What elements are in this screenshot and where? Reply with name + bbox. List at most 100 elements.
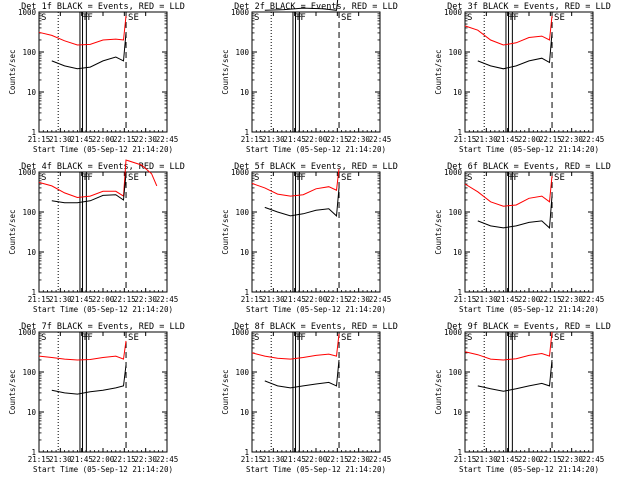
x-axis-label: Start Time (05-Sep-12 21:14:20)	[459, 465, 599, 474]
end-marker-label: SE	[128, 13, 139, 23]
x-tick-label: 22:00	[518, 455, 541, 464]
events-series-line	[264, 0, 339, 11]
x-tick-label: 22:00	[518, 295, 541, 304]
lld-series-line	[38, 340, 127, 361]
x-tick-label: 21:15	[28, 455, 51, 464]
y-tick-label: 100	[235, 368, 249, 377]
x-tick-label: 22:45	[369, 135, 392, 144]
x-tick-label: 22:30	[560, 295, 583, 304]
y-tick-label: 100	[22, 208, 36, 217]
flag-marker-label: F	[513, 333, 518, 343]
y-tick-label: 1	[244, 448, 249, 457]
panel-title: Det 9f BLACK = Events, RED = LLD	[447, 322, 611, 332]
panel-3: Det 3f BLACK = Events, RED = LLD 1 10 100 10…	[434, 2, 611, 154]
x-tick-label: 22:00	[305, 455, 328, 464]
y-tick-label: 10	[240, 248, 250, 257]
panel-7: Det 7f BLACK = Events, RED = LLD 1 10 100 10…	[8, 322, 185, 474]
x-tick-label: 21:45	[496, 135, 519, 144]
y-tick-label: 1	[457, 448, 462, 457]
flag-marker-label: F	[507, 13, 512, 23]
y-axis-label: Counts/sec	[434, 49, 443, 94]
y-axis-label: Counts/sec	[221, 49, 230, 94]
y-tick-label: 10	[453, 248, 463, 257]
x-tick-label: 22:45	[156, 135, 179, 144]
y-tick-label: 100	[22, 48, 36, 57]
x-tick-label: 22:00	[92, 135, 115, 144]
flag-marker-label: F	[294, 333, 299, 343]
flag-marker-label: F	[507, 173, 512, 183]
y-tick-label: 1	[244, 128, 249, 137]
x-tick-label: 21:45	[496, 455, 519, 464]
events-series-line	[477, 196, 553, 229]
x-tick-label: 22:15	[113, 135, 136, 144]
lld-series-line	[251, 333, 340, 360]
y-tick-label: 1	[31, 288, 36, 297]
x-tick-label: 22:00	[92, 455, 115, 464]
panel-1: Det 1f BLACK = Events, RED = LLD 1 10 100 10…	[8, 2, 185, 154]
flag-marker-label: F	[81, 13, 86, 23]
y-tick-label: 10	[240, 88, 250, 97]
flag-marker-label: F	[294, 173, 299, 183]
start-marker-label: S	[467, 13, 472, 23]
flag-marker-label: F	[513, 173, 518, 183]
x-axis-label: Start Time (05-Sep-12 21:14:20)	[246, 465, 386, 474]
x-tick-label: 21:15	[241, 455, 264, 464]
x-tick-label: 21:30	[475, 135, 498, 144]
x-tick-label: 21:15	[454, 295, 477, 304]
events-series-line	[264, 187, 340, 217]
x-axis-label: Start Time (05-Sep-12 21:14:20)	[33, 305, 173, 314]
x-tick-label: 22:30	[347, 455, 370, 464]
flag-marker-label: F	[507, 333, 512, 343]
x-tick-label: 21:30	[49, 135, 72, 144]
y-tick-label: 10	[453, 408, 463, 417]
x-tick-label: 21:45	[283, 135, 306, 144]
flag-marker-label: F	[300, 173, 305, 183]
start-marker-label: S	[41, 333, 46, 343]
y-tick-label: 1	[244, 288, 249, 297]
y-axis-label: Counts/sec	[221, 369, 230, 414]
panel-title: Det 5f BLACK = Events, RED = LLD	[234, 162, 398, 172]
x-tick-label: 22:15	[326, 135, 349, 144]
x-tick-label: 22:00	[518, 135, 541, 144]
x-tick-label: 21:30	[262, 135, 285, 144]
y-axis-label: Counts/sec	[8, 209, 17, 254]
events-series-line	[477, 359, 553, 392]
lld-series-line	[38, 15, 127, 46]
x-axis-label: Start Time (05-Sep-12 21:14:20)	[246, 305, 386, 314]
events-series-line	[51, 364, 127, 395]
y-tick-label: 100	[448, 208, 462, 217]
start-marker-label: S	[254, 13, 259, 23]
panel-title: Det 6f BLACK = Events, RED = LLD	[447, 162, 611, 172]
y-tick-label: 10	[453, 88, 463, 97]
x-tick-label: 21:45	[70, 135, 93, 144]
lld-series-line	[464, 175, 553, 207]
events-series-line	[51, 32, 127, 70]
lld-series-line	[464, 15, 553, 46]
x-tick-label: 21:15	[241, 295, 264, 304]
y-tick-label: 1000	[18, 168, 37, 177]
y-tick-label: 1000	[231, 328, 250, 337]
x-tick-label: 22:30	[560, 135, 583, 144]
x-tick-label: 21:45	[70, 295, 93, 304]
x-tick-label: 22:45	[369, 455, 392, 464]
x-tick-label: 21:30	[262, 295, 285, 304]
x-tick-label: 21:30	[475, 455, 498, 464]
events-series-line	[477, 32, 553, 70]
y-tick-label: 10	[27, 88, 37, 97]
x-axis-label: Start Time (05-Sep-12 21:14:20)	[33, 145, 173, 154]
y-tick-label: 10	[27, 408, 37, 417]
x-tick-label: 22:45	[582, 295, 605, 304]
x-tick-label: 21:45	[283, 455, 306, 464]
end-marker-label: SE	[554, 173, 565, 183]
x-tick-label: 22:15	[539, 295, 562, 304]
panel-2: Det 2f BLACK = Events, RED = LLD 1 10 100 10…	[221, 0, 398, 154]
x-tick-label: 22:00	[92, 295, 115, 304]
panel-title: Det 4f BLACK = Events, RED = LLD	[21, 162, 185, 172]
flag-marker-label: F	[87, 173, 92, 183]
y-tick-label: 100	[235, 48, 249, 57]
end-marker-label: SE	[128, 173, 139, 183]
panel-9: Det 9f BLACK = Events, RED = LLD 1 10 100 10…	[434, 322, 611, 474]
start-marker-label: S	[467, 333, 472, 343]
x-tick-label: 21:45	[70, 455, 93, 464]
panel-title: Det 7f BLACK = Events, RED = LLD	[21, 322, 185, 332]
